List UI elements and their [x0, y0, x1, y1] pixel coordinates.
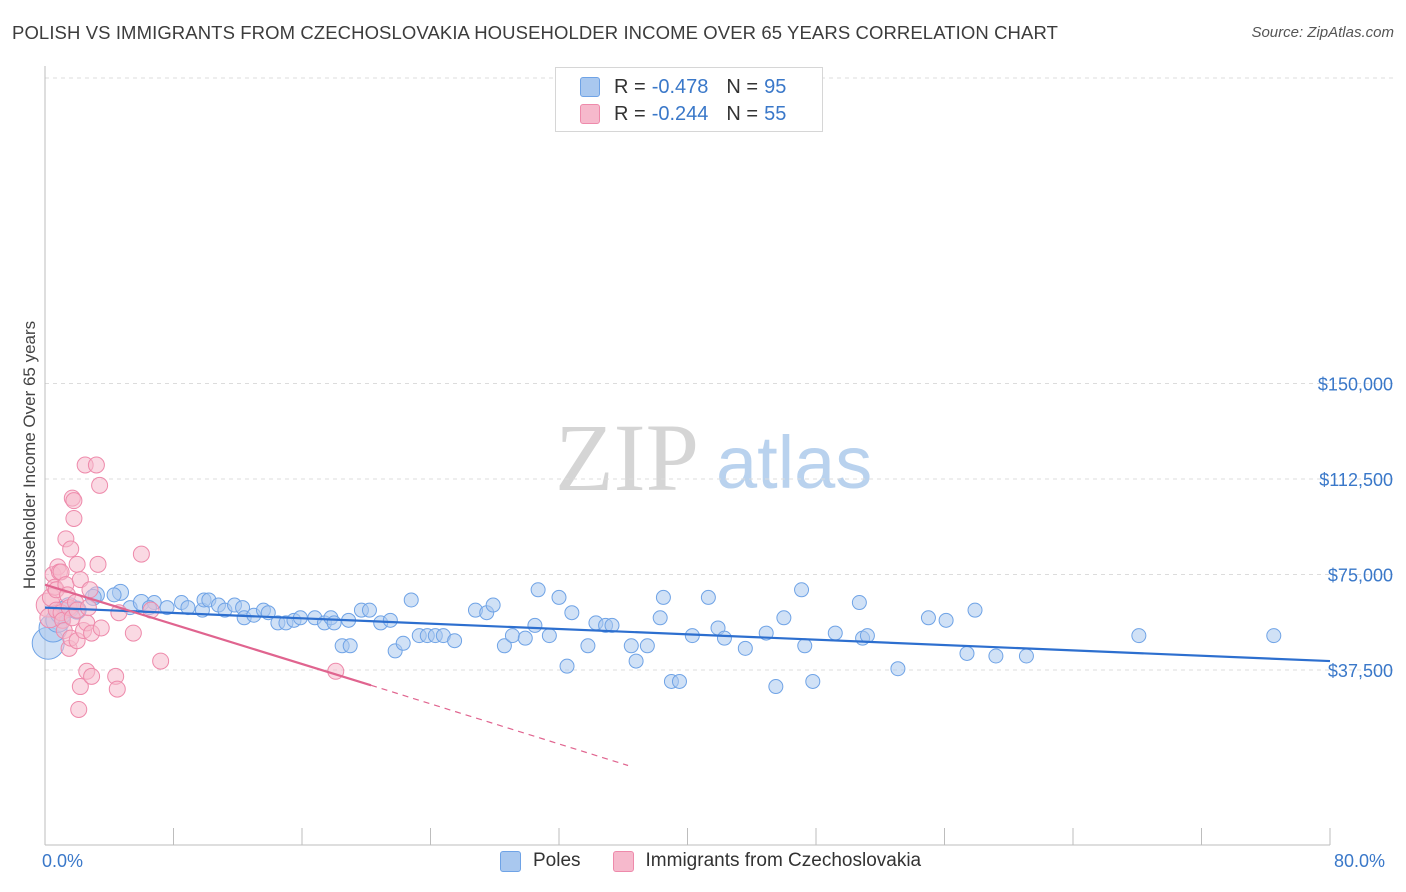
point-poles: [527, 617, 543, 633]
y-axis-label: Householder Income Over 65 years: [20, 320, 39, 590]
y-tick-label: $75,000: [1328, 566, 1393, 586]
point-poles: [959, 645, 975, 661]
watermark-atlas: atlas: [716, 421, 872, 504]
point-poles: [938, 612, 954, 628]
point-poles: [737, 640, 753, 656]
watermark: ZIP atlas: [555, 404, 872, 511]
point-poles: [794, 582, 810, 598]
point-czech: [87, 456, 105, 474]
r-label: R =: [614, 102, 646, 125]
r-label: R =: [614, 75, 646, 98]
point-poles: [639, 638, 655, 654]
point-czech: [65, 492, 83, 510]
y-tick-label: $37,500: [1328, 661, 1393, 681]
point-czech: [152, 652, 170, 670]
legend-swatch-czech: [580, 104, 600, 124]
point-poles: [851, 595, 867, 611]
point-poles: [655, 589, 671, 605]
legend-row-poles: R = -0.478 N = 95: [580, 75, 804, 99]
point-poles: [805, 673, 821, 689]
r-value-czech: -0.244: [651, 102, 709, 125]
point-czech: [81, 581, 99, 599]
point-poles: [623, 638, 639, 654]
point-poles: [382, 612, 398, 628]
point-poles: [496, 638, 512, 654]
legend-label-poles: Poles: [533, 850, 581, 871]
n-label: N =: [726, 75, 759, 98]
point-czech: [124, 624, 142, 642]
point-czech: [62, 540, 80, 558]
series-legend: Poles Immigrants from Czechoslovakia: [500, 850, 921, 872]
legend-swatch-poles: [500, 850, 521, 872]
point-poles: [827, 625, 843, 641]
y-tick-label: $112,500: [1319, 470, 1393, 490]
watermark-zip: ZIP: [555, 404, 699, 511]
point-poles: [1266, 628, 1282, 644]
point-poles: [1018, 648, 1034, 664]
point-poles: [342, 638, 358, 654]
point-czech: [92, 619, 110, 637]
legend-swatch-czech: [612, 850, 634, 872]
point-poles: [671, 673, 687, 689]
point-poles: [361, 602, 377, 618]
point-poles: [517, 630, 533, 646]
x-tick-max: 80.0%: [1334, 851, 1386, 871]
point-poles: [604, 617, 620, 633]
point-poles: [716, 630, 732, 646]
legend-swatch-poles: [580, 77, 600, 97]
point-poles: [700, 589, 716, 605]
point-poles: [1131, 628, 1147, 644]
point-czech: [70, 700, 88, 718]
r-value-poles: -0.478: [651, 75, 709, 98]
point-czech: [83, 667, 101, 685]
point-poles: [920, 610, 936, 626]
chart-title: POLISH VS IMMIGRANTS FROM CZECHOSLOVAKIA…: [12, 22, 1058, 43]
point-poles: [564, 605, 580, 621]
point-poles: [776, 610, 792, 626]
point-poles: [628, 653, 644, 669]
point-poles: [768, 679, 784, 695]
point-poles: [559, 658, 575, 674]
point-poles: [403, 592, 419, 608]
point-poles: [530, 582, 546, 598]
point-poles: [859, 628, 875, 644]
x-tick-min: 0.0%: [42, 851, 84, 871]
point-czech: [89, 555, 107, 573]
trendline-czech-extension: [370, 684, 629, 767]
legend-row-czech: R = -0.244 N = 55: [580, 102, 804, 126]
point-czech: [132, 545, 150, 563]
point-poles: [541, 628, 557, 644]
point-poles: [326, 615, 342, 631]
point-poles: [890, 661, 906, 677]
point-poles: [580, 638, 596, 654]
point-czech: [68, 555, 86, 573]
point-poles: [504, 628, 520, 644]
n-value-poles: 95: [764, 75, 787, 98]
legend-label-czech: Immigrants from Czechoslovakia: [645, 850, 922, 871]
y-tick-label: $150,000: [1318, 375, 1393, 395]
point-czech: [79, 599, 97, 617]
point-poles: [485, 597, 501, 613]
trendline-poles: [44, 606, 1331, 663]
point-poles: [159, 600, 175, 616]
point-czech: [108, 680, 126, 698]
point-poles: [652, 610, 668, 626]
point-poles: [967, 602, 983, 618]
point-czech: [91, 476, 109, 494]
point-poles: [447, 633, 463, 649]
point-czech: [65, 509, 83, 527]
point-poles: [106, 587, 122, 603]
point-poles: [797, 638, 813, 654]
trendline-czech: [44, 583, 372, 687]
source-credit: Source: ZipAtlas.com: [1251, 24, 1394, 41]
point-poles: [395, 635, 411, 651]
point-czech: [71, 678, 89, 696]
point-poles: [551, 589, 567, 605]
point-poles: [988, 648, 1004, 664]
n-value-czech: 55: [764, 102, 787, 125]
n-label: N =: [726, 102, 759, 125]
correlation-legend: R = -0.478 N = 95 R = -0.244 N = 55: [555, 67, 823, 132]
